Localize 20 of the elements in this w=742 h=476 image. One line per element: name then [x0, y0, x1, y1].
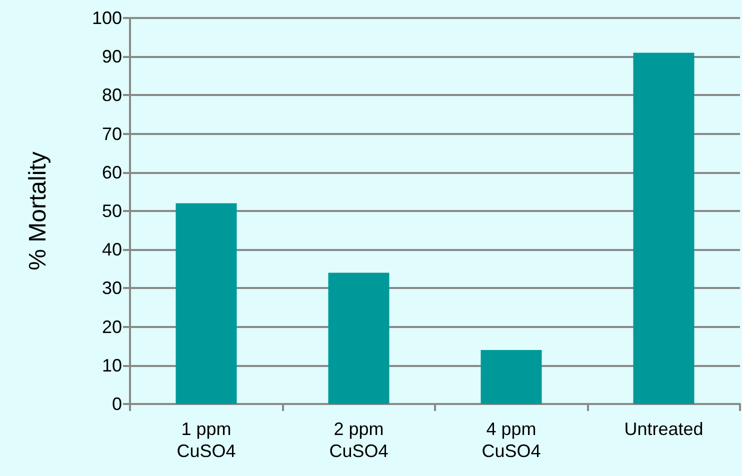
- y-tick-label: 0: [112, 394, 122, 414]
- bar: [176, 203, 237, 404]
- y-tick-label: 50: [102, 201, 122, 221]
- x-tick-label: 4 ppm CuSO4: [482, 419, 541, 461]
- y-tick-label: 90: [102, 46, 122, 67]
- bar: [328, 272, 390, 404]
- y-tick-label: 60: [102, 162, 122, 182]
- y-axis-title: % Mortality: [24, 152, 52, 270]
- y-tick-label: 20: [102, 316, 122, 337]
- y-tick-label: 80: [102, 85, 122, 106]
- x-tick-label: Untreated: [624, 419, 704, 439]
- bar: [480, 350, 542, 404]
- y-tick-label: 70: [102, 124, 122, 144]
- y-tick-label: 30: [102, 278, 122, 298]
- y-tick-label: 100: [92, 8, 122, 28]
- x-tick-label: 2 ppm CuSO4: [329, 419, 388, 461]
- bar: [633, 52, 694, 404]
- x-tick-label: 1 ppm CuSO4: [176, 419, 236, 461]
- y-tick-label: 40: [102, 240, 122, 260]
- y-tick-label: 10: [102, 355, 122, 376]
